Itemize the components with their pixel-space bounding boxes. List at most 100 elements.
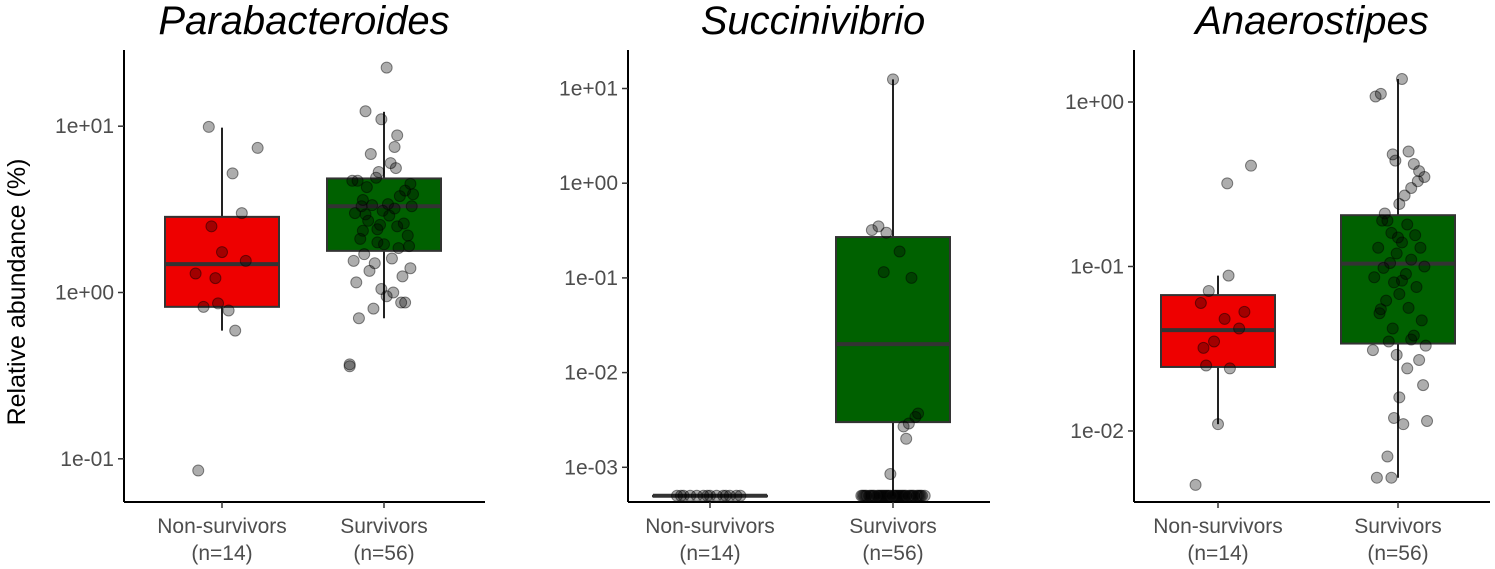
data-point	[405, 200, 418, 213]
data-point	[704, 489, 716, 502]
data-point	[1397, 418, 1410, 431]
data-point	[916, 489, 929, 502]
data-point	[1390, 348, 1403, 361]
data-point	[879, 489, 892, 502]
data-point	[690, 489, 703, 502]
x-category-label: Survivors	[849, 515, 937, 538]
data-point	[1381, 214, 1394, 227]
data-point	[364, 148, 377, 161]
data-point	[347, 254, 360, 267]
data-point	[912, 407, 925, 420]
data-point	[865, 224, 878, 237]
data-point	[908, 489, 921, 502]
data-point	[388, 202, 401, 215]
data-point	[1369, 90, 1382, 103]
x-category-label: Survivors	[1354, 515, 1442, 538]
data-point	[403, 240, 416, 253]
data-point	[1245, 159, 1257, 172]
data-point	[1372, 241, 1385, 254]
data-point	[1402, 301, 1415, 314]
data-point	[900, 432, 913, 445]
data-point	[897, 420, 910, 433]
data-point	[391, 129, 404, 142]
data-point	[1399, 268, 1412, 281]
x-category-count: (n=56)	[862, 542, 923, 565]
data-point	[723, 489, 736, 502]
data-point	[1368, 271, 1381, 284]
data-point	[1189, 478, 1202, 491]
data-point	[389, 162, 402, 175]
data-point	[918, 489, 931, 502]
y-tick-label: 1e-01	[564, 267, 618, 290]
data-point	[363, 264, 376, 277]
data-point	[1384, 256, 1397, 269]
iqr-box	[326, 177, 442, 252]
data-point	[1374, 303, 1387, 316]
data-point	[889, 489, 902, 502]
data-point	[1421, 414, 1434, 427]
data-point	[902, 489, 915, 502]
data-point	[1401, 218, 1414, 231]
data-point	[910, 489, 923, 502]
data-point	[872, 220, 885, 233]
box-non-survivors	[652, 493, 768, 498]
data-point	[887, 489, 899, 502]
data-point	[892, 489, 905, 502]
data-point	[226, 167, 239, 180]
data-point	[1385, 471, 1398, 484]
data-point	[356, 193, 369, 206]
data-point	[881, 489, 894, 502]
data-point	[905, 489, 918, 502]
x-category-count: (n=14)	[679, 542, 740, 565]
data-point	[354, 232, 367, 245]
box-survivors	[326, 111, 442, 319]
data-point	[1411, 175, 1424, 188]
box-non-survivors	[164, 127, 280, 331]
data-point	[1395, 236, 1408, 249]
data-point	[671, 489, 683, 502]
data-point	[352, 312, 365, 325]
data-point	[856, 489, 869, 502]
data-point	[1388, 276, 1401, 289]
data-point	[343, 360, 356, 373]
data-point	[674, 489, 687, 502]
data-point	[677, 489, 690, 502]
data-point	[880, 226, 893, 239]
x-category-count: (n=14)	[191, 542, 252, 565]
data-point	[1402, 145, 1415, 158]
data-point	[399, 296, 412, 309]
data-point	[1374, 87, 1387, 100]
data-point	[367, 302, 380, 315]
data-point	[860, 489, 873, 502]
data-point	[388, 140, 401, 153]
data-point	[346, 174, 359, 187]
data-point	[404, 262, 417, 275]
data-point	[366, 199, 379, 212]
y-tick-label: 1e+01	[55, 115, 114, 138]
data-point	[898, 489, 911, 502]
panel-title: Succinivibrio	[701, 0, 926, 43]
data-point	[893, 245, 906, 258]
data-point	[734, 489, 747, 502]
data-point	[235, 207, 248, 220]
data-point	[197, 300, 210, 313]
data-point	[1395, 72, 1408, 85]
data-point	[1413, 354, 1426, 367]
data-point	[368, 257, 381, 270]
x-category-count: (n=56)	[1367, 542, 1428, 565]
x-category-label: Non-survivors	[645, 515, 775, 538]
data-point	[192, 464, 205, 477]
data-point	[880, 489, 893, 502]
data-point	[1418, 170, 1431, 183]
y-tick-label: 1e+00	[1065, 91, 1124, 114]
data-point	[719, 489, 732, 502]
data-point	[697, 489, 710, 502]
data-point	[393, 190, 406, 203]
data-point	[877, 489, 890, 502]
data-point	[372, 166, 385, 179]
data-point	[1376, 214, 1389, 227]
data-point	[356, 224, 369, 237]
data-point	[864, 489, 877, 502]
data-point	[370, 171, 383, 184]
data-point	[859, 489, 872, 502]
